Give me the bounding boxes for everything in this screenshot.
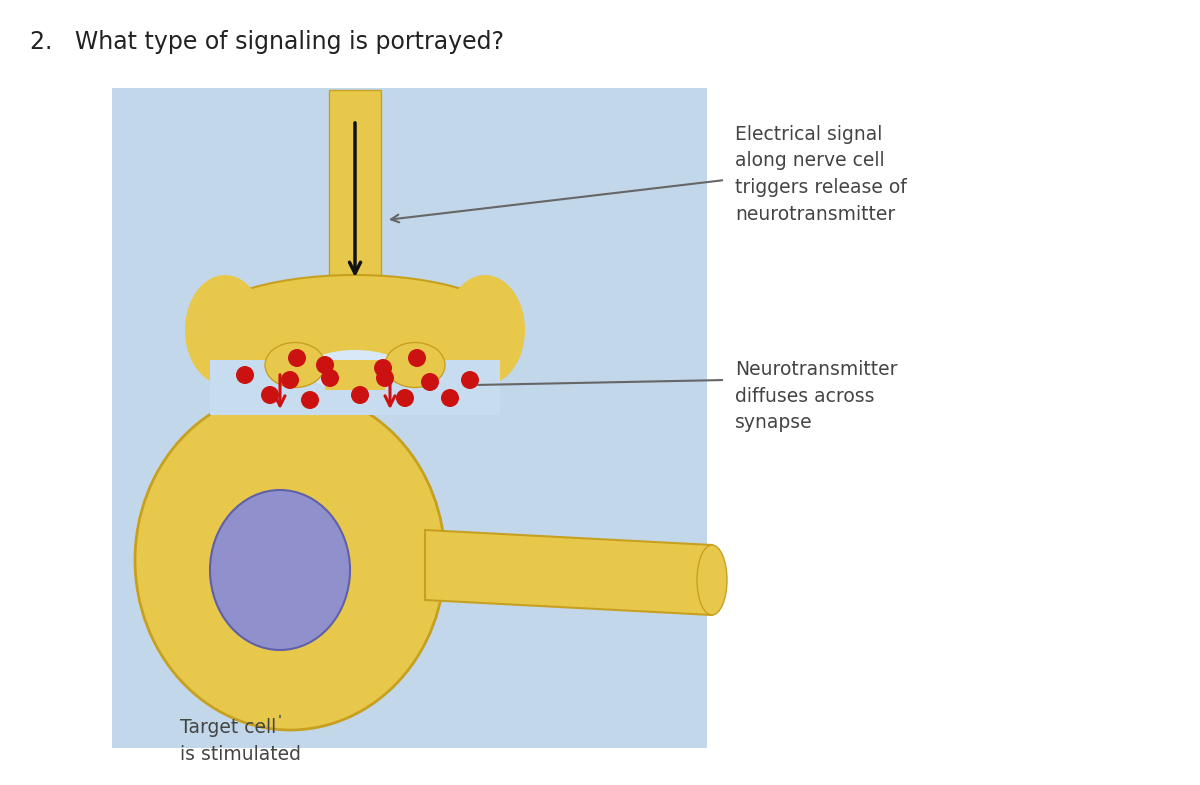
Ellipse shape	[210, 490, 350, 650]
Text: 2.   What type of signaling is portrayed?: 2. What type of signaling is portrayed?	[30, 30, 504, 54]
Ellipse shape	[134, 390, 445, 730]
Circle shape	[461, 371, 479, 389]
Ellipse shape	[194, 275, 515, 385]
Circle shape	[374, 359, 392, 377]
Ellipse shape	[265, 342, 325, 388]
Bar	[112, 88, 707, 748]
Ellipse shape	[697, 545, 727, 615]
Circle shape	[236, 366, 254, 384]
Circle shape	[301, 391, 319, 409]
Bar	[210, 360, 500, 415]
Ellipse shape	[445, 275, 526, 385]
Circle shape	[288, 349, 306, 367]
Circle shape	[262, 386, 278, 404]
Polygon shape	[425, 530, 712, 615]
Bar	[325, 360, 385, 390]
Circle shape	[408, 349, 426, 367]
Circle shape	[421, 373, 439, 391]
Circle shape	[442, 389, 458, 407]
Circle shape	[281, 371, 299, 389]
Circle shape	[396, 389, 414, 407]
Text: Target cell
is stimulated: Target cell is stimulated	[180, 718, 301, 764]
Text: Neurotransmitter
diffuses across
synapse: Neurotransmitter diffuses across synapse	[734, 360, 898, 432]
Ellipse shape	[305, 350, 406, 390]
Circle shape	[322, 369, 340, 387]
Circle shape	[352, 386, 370, 404]
Circle shape	[316, 356, 334, 374]
Circle shape	[376, 369, 394, 387]
Text: Electrical signal
along nerve cell
triggers release of
neurotransmitter: Electrical signal along nerve cell trigg…	[734, 125, 907, 224]
Ellipse shape	[385, 342, 445, 388]
Bar	[329, 90, 382, 310]
Ellipse shape	[185, 275, 265, 385]
